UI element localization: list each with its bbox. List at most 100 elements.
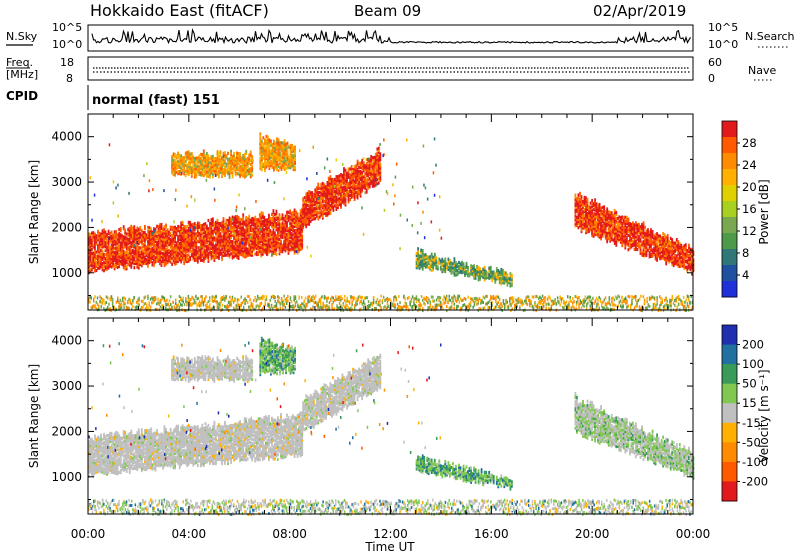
power-echo-cell [574,212,577,216]
power-echo-cell [325,203,327,207]
power-echo-cell [586,199,589,203]
power-echo-cell [113,265,116,269]
power-echo-cell [361,187,364,191]
power-echo-cell [271,225,273,229]
power-echo-cell [275,213,278,217]
power-echo-cell [417,261,419,265]
power-echo-cell [219,162,222,166]
power-echo-cell [376,165,379,170]
power-echo-cell [204,232,207,236]
power-echo-cell [189,168,192,173]
power-echo-cell [427,257,430,261]
power-echo-cell [574,207,577,212]
power-echo-cell [213,222,216,226]
power-echo-cell [606,233,609,238]
power-echo-cell [112,233,114,237]
power-echo-cell [292,159,295,163]
power-echo-cell [187,170,190,174]
power-echo-cell [206,234,208,238]
power-echo-cell [337,203,339,207]
power-echo-cell [577,213,580,217]
power-echo-cell [361,179,364,183]
power-echo-cell [630,243,633,247]
power-echo-cell [295,231,297,235]
power-echo-cell [648,236,651,240]
power-echo-cell [277,146,280,150]
power-echo-cell [231,244,234,248]
power-echo-cell [260,237,263,242]
power-echo-cell [258,217,261,221]
power-echo-cell [136,263,139,267]
power-echo-cell [172,236,175,240]
power-echo-cell [367,186,370,190]
power-echo-cell [435,256,438,260]
power-echo-cell [128,247,131,251]
power-echo-cell [190,243,193,248]
power-echo-cell [186,247,189,251]
power-echo-cell [201,258,204,262]
power-echo-cell [147,232,149,236]
power-echo-cell [175,156,178,160]
power-echo-cell [314,192,317,196]
power-echo-cell [195,240,198,244]
power-echo-cell [609,213,612,217]
power-echo-cell [272,243,275,248]
power-echo-cell [127,231,130,235]
power-echo-cell [292,167,295,172]
power-echo-cell [303,218,306,222]
power-echo-cell [344,197,347,201]
power-echo-cell [196,256,199,260]
power-echo-cell [165,237,167,242]
power-echo-cell [218,166,220,171]
power-echo-cell [95,254,98,258]
power-echo-cell [248,243,251,247]
power-echo-cell [202,251,205,255]
power-echo-cell [122,257,125,262]
power-echo-cell [180,254,183,258]
power-echo-cell [328,201,330,205]
power-echo-cell [260,233,263,237]
power-echo-cell [346,183,348,187]
power-echo-cell [124,263,127,267]
power-echo-cell [335,197,338,201]
power-echo-cell [178,231,181,235]
power-echo-cell [321,204,324,208]
power-echo-cell [320,188,323,193]
power-echo-cell [254,246,257,250]
power-echo-cell [127,246,130,250]
power-echo-cell [355,174,357,178]
power-echo-cell [489,271,492,276]
power-echo-cell [326,195,329,199]
power-echo-cell [216,241,219,245]
power-echo-cell [169,246,172,250]
power-echo-cell [311,195,314,199]
power-echo-cell [251,157,254,161]
power-echo-cell [107,262,110,266]
power-echo-cell [134,261,137,265]
power-echo-cell [169,254,172,258]
power-echo-cell [209,224,211,228]
power-echo-cell [199,161,202,165]
power-echo-cell [183,155,186,160]
power-echo-cell [234,162,237,167]
power-echo-cell [598,215,601,219]
power-echo-cell [202,245,205,249]
power-echo-cell [497,271,500,275]
power-echo-cell [189,223,192,227]
power-echo-cell [154,256,157,260]
power-echo-cell [630,222,633,227]
power-echo-cell [647,228,649,232]
power-echo-cell [588,213,590,217]
power-echo-cell [577,226,580,230]
power-echo-cell [157,237,160,241]
power-echo-cell [373,166,376,170]
power-echo-cell [281,225,284,229]
power-echo-cell [128,263,131,267]
power-echo-cell [618,215,621,219]
power-echo-cell [181,164,184,168]
power-echo-cell [264,146,266,150]
power-echo-cell [198,254,201,258]
power-echo-cell [160,227,163,231]
power-echo-cell [633,241,636,245]
power-echo-cell [231,167,234,171]
